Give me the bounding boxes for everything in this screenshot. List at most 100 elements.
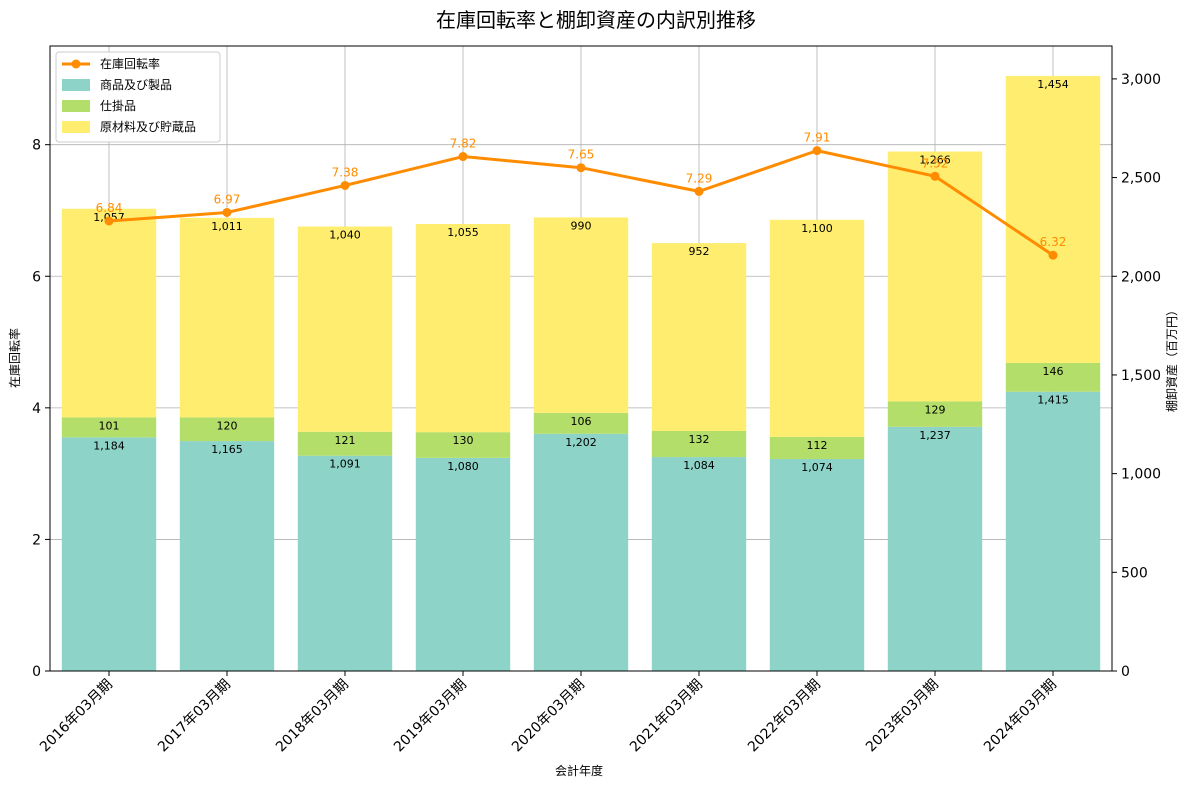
bar-segment <box>1005 75 1101 363</box>
legend-label: 原材料及び貯蔵品 <box>100 120 196 134</box>
bar-segment <box>533 412 629 434</box>
bar-segment <box>533 433 629 671</box>
bar-value-label: 1,011 <box>211 220 243 233</box>
rate-point <box>812 146 822 156</box>
bar-segment <box>887 401 983 427</box>
y-left-axis-title: 在庫回転率 <box>7 328 22 388</box>
rate-point <box>458 152 468 162</box>
rate-point <box>104 216 114 226</box>
bar-segment <box>887 426 983 671</box>
bar-value-label: 1,202 <box>565 436 597 449</box>
legend-label: 仕掛品 <box>100 98 136 113</box>
y-left-tick-label: 8 <box>32 138 41 154</box>
bar-segment <box>769 459 865 671</box>
x-tick-label: 2023年03月期 <box>863 677 942 756</box>
rate-value-label: 6.97 <box>214 192 241 206</box>
bar-value-label: 121 <box>335 434 356 447</box>
bar-segment <box>61 208 157 418</box>
y-right-tick-label: 1,000 <box>1121 467 1161 483</box>
rate-value-label: 7.91 <box>804 131 831 145</box>
bar-segment <box>769 219 865 437</box>
x-tick-label: 2019年03月期 <box>391 677 470 756</box>
bar-value-label: 1,237 <box>919 429 951 442</box>
y-left-tick-label: 4 <box>32 401 41 417</box>
x-tick-label: 2016年03月期 <box>37 677 116 756</box>
bar-segment <box>651 431 747 458</box>
rate-line: 6.84 6.97 7.38 7.82 7.65 7.29 7.91 7.52 6.32 <box>96 131 1067 260</box>
y-right-tick-label: 3,000 <box>1121 72 1161 88</box>
bar-segment <box>179 441 275 671</box>
bar-segment <box>1005 362 1101 392</box>
bar-value-label: 1,266 <box>919 154 951 167</box>
legend-swatch-marker <box>71 59 81 69</box>
bar-value-label: 132 <box>689 433 710 446</box>
bar-value-label: 1,055 <box>447 226 479 239</box>
x-tick-label: 2020年03月期 <box>509 677 588 756</box>
x-tick-label: 2021年03月期 <box>627 677 706 756</box>
bar-value-label: 129 <box>925 403 946 416</box>
legend-swatch <box>62 121 90 133</box>
x-tick-label: 2022年03月期 <box>745 677 824 756</box>
bar-value-label: 1,454 <box>1037 78 1069 91</box>
legend-swatch <box>62 79 90 91</box>
x-tick-label: 2018年03月期 <box>273 677 352 756</box>
bar-value-label: 952 <box>689 245 710 258</box>
bar-segment <box>887 151 983 402</box>
y-right-tick-label: 500 <box>1121 565 1148 581</box>
bar-segment <box>61 417 157 438</box>
rate-value-label: 6.84 <box>96 201 123 215</box>
bar-segment <box>297 226 393 432</box>
rate-point <box>694 186 704 196</box>
bar-value-label: 112 <box>807 439 828 452</box>
bar-value-label: 990 <box>571 219 592 232</box>
rate-value-label: 7.52 <box>922 156 949 170</box>
rate-value-label: 6.32 <box>1040 235 1067 249</box>
legend-box <box>55 51 221 143</box>
y-left-tick-label: 0 <box>32 664 41 680</box>
bar-segment <box>1005 391 1101 671</box>
bar-value-label: 130 <box>453 434 474 447</box>
bar-segment <box>651 243 747 432</box>
bar-value-label: 1,084 <box>683 459 715 472</box>
rate-point <box>222 207 232 217</box>
y-right-tick-label: 1,500 <box>1121 368 1161 384</box>
bar-value-label: 1,165 <box>211 443 243 456</box>
bar-segment <box>769 436 865 460</box>
y-right-tick-label: 0 <box>1121 664 1130 680</box>
x-tick-label: 2017年03月期 <box>155 677 234 756</box>
bar-value-label: 120 <box>217 419 238 432</box>
bar-segment <box>651 457 747 671</box>
bar-value-label: 1,184 <box>93 439 125 452</box>
bar-value-label: 146 <box>1043 365 1064 378</box>
y-right-axis-title: 棚卸資産（百万円） <box>1164 304 1179 412</box>
bar-value-label: 1,040 <box>329 229 361 242</box>
bar-labels: 1,1841011,0571,1651201,0111,0911211,0401… <box>93 78 1069 474</box>
bar-value-label: 101 <box>99 419 120 432</box>
bar-value-label: 1,074 <box>801 461 833 474</box>
x-tick-label: 2024年03月期 <box>981 677 1060 756</box>
bar-value-label: 106 <box>571 415 592 428</box>
bar-segment <box>415 457 511 671</box>
legend-label: 在庫回転率 <box>100 56 160 71</box>
bar-segment <box>297 431 393 456</box>
y-right-tick-label: 2,500 <box>1121 171 1161 187</box>
rate-point <box>340 180 350 190</box>
bar-value-label: 1,091 <box>329 458 361 471</box>
bar-value-label: 1,080 <box>447 460 479 473</box>
rate-value-label: 7.82 <box>450 137 477 151</box>
legend-label: 商品及び製品 <box>100 77 172 92</box>
y-left-tick-label: 2 <box>32 532 41 548</box>
rate-point <box>576 163 586 173</box>
bar-value-label: 1,415 <box>1037 394 1069 407</box>
rate-value-label: 7.29 <box>686 171 713 185</box>
rate-value-label: 7.65 <box>568 148 595 162</box>
bar-segment <box>415 223 511 433</box>
bar-segment <box>297 455 393 671</box>
bar-segment <box>179 217 275 418</box>
bar-segment <box>533 217 629 413</box>
y-left-tick-label: 6 <box>32 269 41 285</box>
rate-value-label: 7.38 <box>332 165 359 179</box>
bar-value-label: 1,100 <box>801 222 833 235</box>
